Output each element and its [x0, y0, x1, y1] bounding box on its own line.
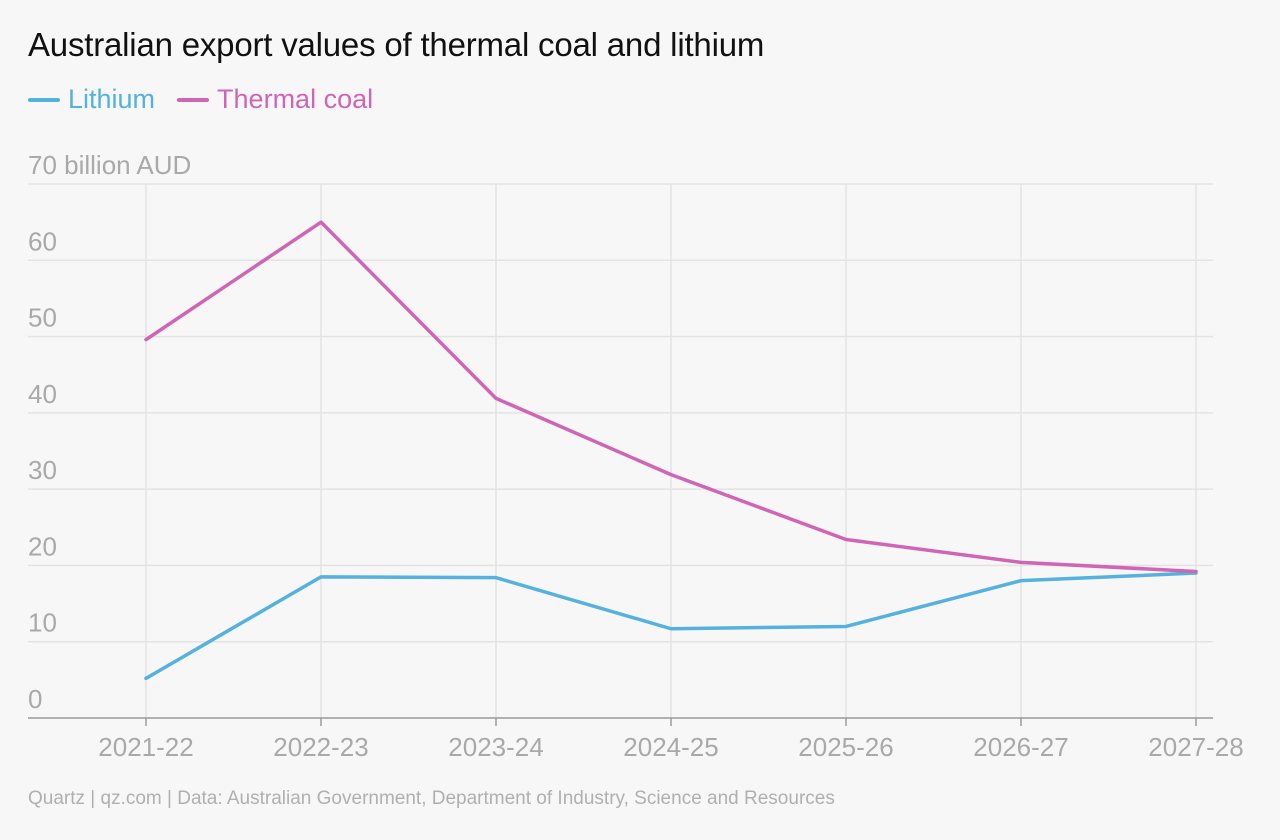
- chart-title: Australian export values of thermal coal…: [28, 26, 765, 63]
- legend-item-lithium: Lithium: [28, 84, 155, 115]
- source-footer: Quartz | qz.com | Data: Australian Gover…: [28, 788, 835, 809]
- x-tick-label: 2023-24: [448, 732, 543, 762]
- y-tick-label: 40: [28, 379, 57, 409]
- x-tick-label: 2022-23: [273, 732, 368, 762]
- x-tick-label: 2021-22: [98, 732, 193, 762]
- x-tick-label: 2026-27: [973, 732, 1068, 762]
- y-tick-label: 10: [28, 608, 57, 638]
- legend-item-thermal-coal: Thermal coal: [177, 84, 373, 115]
- legend-swatch-thermal-coal: [177, 97, 210, 102]
- series-line-lithium: [144, 571, 1198, 681]
- legend-label-thermal-coal: Thermal coal: [217, 84, 374, 114]
- y-tick-label: 60: [28, 226, 57, 256]
- legend-swatch-lithium: [28, 97, 60, 102]
- y-tick-label: 30: [28, 455, 57, 485]
- y-tick-label: 70 billion AUD: [28, 150, 191, 180]
- y-tick-label: 50: [28, 303, 57, 333]
- series-line-thermal-coal: [144, 220, 1198, 574]
- legend: Lithium Thermal coal: [28, 84, 395, 115]
- legend-label-lithium: Lithium: [68, 84, 156, 114]
- x-tick-label: 2025-26: [798, 732, 893, 762]
- y-tick-label: 0: [28, 684, 42, 714]
- x-tick-label: 2024-25: [623, 732, 718, 762]
- x-tick-label: 2027-28: [1148, 732, 1243, 762]
- y-tick-label: 20: [28, 531, 57, 561]
